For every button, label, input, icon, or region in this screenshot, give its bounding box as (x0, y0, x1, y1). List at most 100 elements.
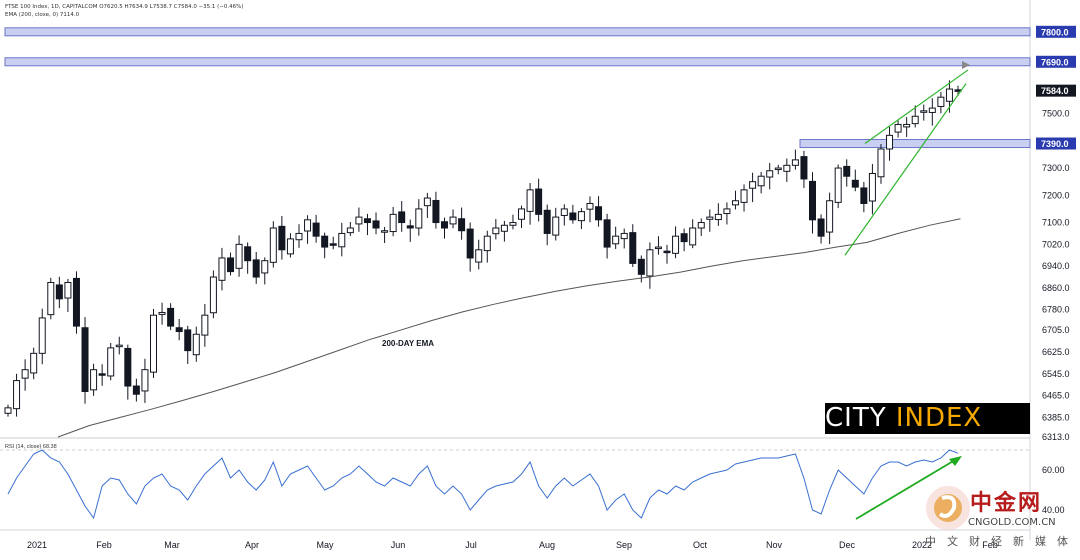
candle-up (903, 123, 911, 128)
y-tick-label: 7200.0 (1042, 190, 1070, 200)
candle-up (483, 235, 491, 252)
x-tick-label: Aug (539, 540, 555, 550)
x-tick-label: Feb (96, 540, 112, 550)
candle-down (55, 284, 63, 300)
y-tick-label: 6780.0 (1042, 305, 1070, 315)
candle-down (535, 188, 543, 215)
candle-up (4, 407, 12, 414)
resistance-band-7800.0 (4, 27, 1031, 37)
candle-up (381, 230, 389, 233)
candle-down (851, 179, 859, 188)
candle-down (680, 233, 688, 243)
y-tick-label: 6860.0 (1042, 283, 1070, 293)
candle-down (227, 257, 235, 273)
candle-down (595, 206, 603, 221)
x-tick-label: 2021 (27, 540, 47, 550)
candle-up (423, 197, 431, 207)
candle-up (834, 167, 842, 203)
x-tick-label: Mar (164, 540, 180, 550)
logo-text-city: CITY (825, 403, 896, 433)
candle-up (415, 208, 423, 229)
candle-up (646, 249, 654, 277)
candle-up (552, 216, 560, 236)
candle-up (654, 246, 662, 250)
candle-up (158, 311, 166, 315)
candle-up (64, 281, 72, 299)
candle-up (235, 243, 243, 269)
candle-down (175, 327, 183, 333)
y-tick-label: 6545.0 (1042, 369, 1070, 379)
candle-up (107, 347, 115, 377)
candle-up (886, 134, 894, 150)
candle-up (346, 227, 354, 234)
rsi-trend-arrowhead (949, 456, 962, 466)
candle-up (757, 175, 765, 187)
candle-down (458, 218, 466, 232)
candle-down (167, 307, 175, 327)
candle-up (355, 216, 363, 225)
candle-down (800, 156, 808, 180)
rsi-header: RSI (14, close) 68.38 (5, 444, 57, 450)
candle-up (201, 314, 209, 336)
candle-down (569, 212, 577, 221)
candle-down (72, 277, 80, 327)
candle-up (518, 208, 526, 220)
watermark-url: CNGOLD.COM.CN (968, 517, 1056, 528)
city-index-logo: CITY INDEX (825, 403, 1030, 434)
candle-up (945, 88, 953, 102)
ema-readout: EMA (200, close, 0) 7114.0 (5, 12, 80, 18)
candle-down (543, 209, 551, 234)
candle-down (312, 222, 320, 237)
candle-down (372, 220, 380, 229)
rsi-line (7, 449, 959, 520)
candle-up (38, 317, 46, 354)
candle-down (603, 219, 611, 248)
candle-up (877, 148, 885, 178)
price-marker-label: 7800.0 (1041, 27, 1069, 37)
wedge-lower-line (844, 83, 967, 256)
candle-down (663, 250, 671, 254)
candle-up (672, 235, 680, 254)
y-tick-label: 6313.0 (1042, 432, 1070, 442)
y-tick-label: 6385.0 (1042, 412, 1070, 422)
candle-up (286, 238, 294, 255)
candle-up (209, 276, 217, 314)
x-tick-label: Nov (766, 540, 783, 550)
candle-up (218, 257, 226, 281)
candle-up (21, 369, 29, 379)
candle-up (192, 333, 200, 356)
cngold-watermark-logo (926, 486, 970, 530)
x-tick-label: Dec (839, 540, 856, 550)
candle-up (449, 216, 457, 225)
y-tick-label: 7300.0 (1042, 163, 1070, 173)
candle-up (766, 170, 774, 178)
ema-annotation: 200-DAY EMA (382, 339, 434, 348)
candle-up (586, 202, 594, 210)
candle-down (843, 165, 851, 177)
price-marker-label: 7390.0 (1041, 139, 1069, 149)
logo-text-index: INDEX (895, 403, 983, 433)
y-tick-label: 7100.0 (1042, 218, 1070, 228)
candle-up (894, 123, 902, 133)
y-tick-label: 6625.0 (1042, 347, 1070, 357)
resistance-band-7390.0 (799, 139, 1031, 149)
candle-up (697, 222, 705, 229)
candle-up (295, 232, 303, 241)
candle-up (492, 227, 500, 235)
y-tick-label: 6465.0 (1042, 391, 1070, 401)
candle-up (783, 164, 791, 172)
candle-up (774, 167, 782, 171)
price-marker-label: 7690.0 (1041, 57, 1069, 67)
candle-up (577, 211, 585, 222)
candle-down (98, 373, 106, 376)
candle-down (124, 347, 132, 387)
candle-down (81, 327, 89, 392)
candle-down (321, 235, 329, 248)
candle-up (500, 224, 508, 232)
candle-up (149, 314, 157, 373)
candle-down (432, 199, 440, 224)
candle-up (868, 172, 876, 202)
x-tick-label: Apr (245, 540, 259, 550)
